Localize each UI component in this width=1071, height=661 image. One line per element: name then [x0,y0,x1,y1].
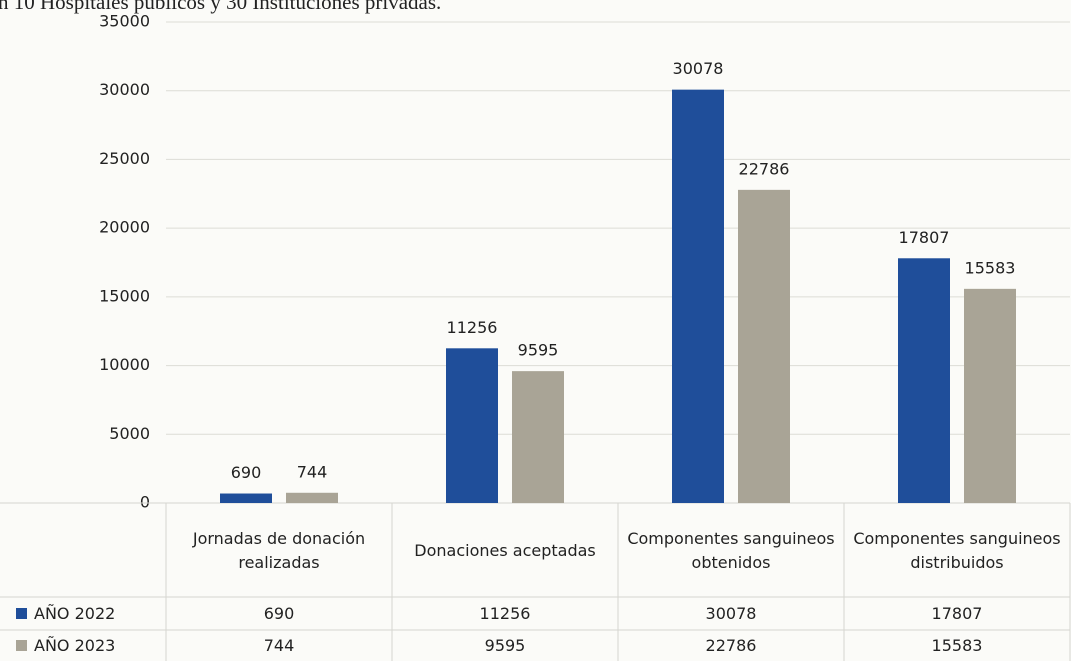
legend-label: AÑO 2022 [34,604,116,623]
legend-swatch [16,608,27,619]
bar [672,89,724,504]
y-tick-label: 10000 [99,355,150,374]
legend-item: AÑO 2023 [0,630,166,661]
legend-swatch [16,640,27,651]
data-label: 9595 [518,341,559,360]
y-tick-label: 15000 [99,286,150,305]
table-value: 15583 [931,636,983,655]
y-tick-label: 20000 [99,218,150,237]
subtitle: n 10 Hospitales públicos y 30 Institucio… [0,0,441,14]
table-value: 30078 [705,604,757,623]
bar [738,189,790,503]
data-label: 690 [231,463,262,482]
table-value: 22786 [705,636,757,655]
bar [512,371,564,503]
y-tick-label: 25000 [99,149,150,168]
table-value: 11256 [479,604,531,623]
bar [220,493,272,503]
table-value: 690 [263,604,295,623]
y-tick-label: 0 [140,493,150,512]
y-tick-label: 5000 [109,424,150,443]
bar [446,348,498,503]
data-label: 22786 [739,159,790,178]
bar [286,492,338,503]
y-tick-label: 30000 [99,80,150,99]
data-label: 15583 [965,258,1016,277]
y-tick-label: 35000 [99,12,150,31]
data-label: 17807 [899,228,950,247]
x-tick-label: Donaciones aceptadas [414,541,596,560]
legend-item: AÑO 2022 [0,597,166,630]
x-tick-label: Componentes sanguineos distribuidos [853,529,1061,572]
bar [964,288,1016,503]
bar [898,258,950,503]
data-label: 11256 [447,318,498,337]
x-tick-label: Componentes sanguineos obtenidos [627,529,835,572]
table-value: 17807 [931,604,983,623]
data-label: 744 [297,462,328,481]
legend-label: AÑO 2023 [34,636,116,655]
x-tick-label: Jornadas de donación realizadas [192,529,366,572]
data-label: 30078 [673,59,724,78]
table-value: 9595 [484,636,526,655]
table-value: 744 [263,636,295,655]
